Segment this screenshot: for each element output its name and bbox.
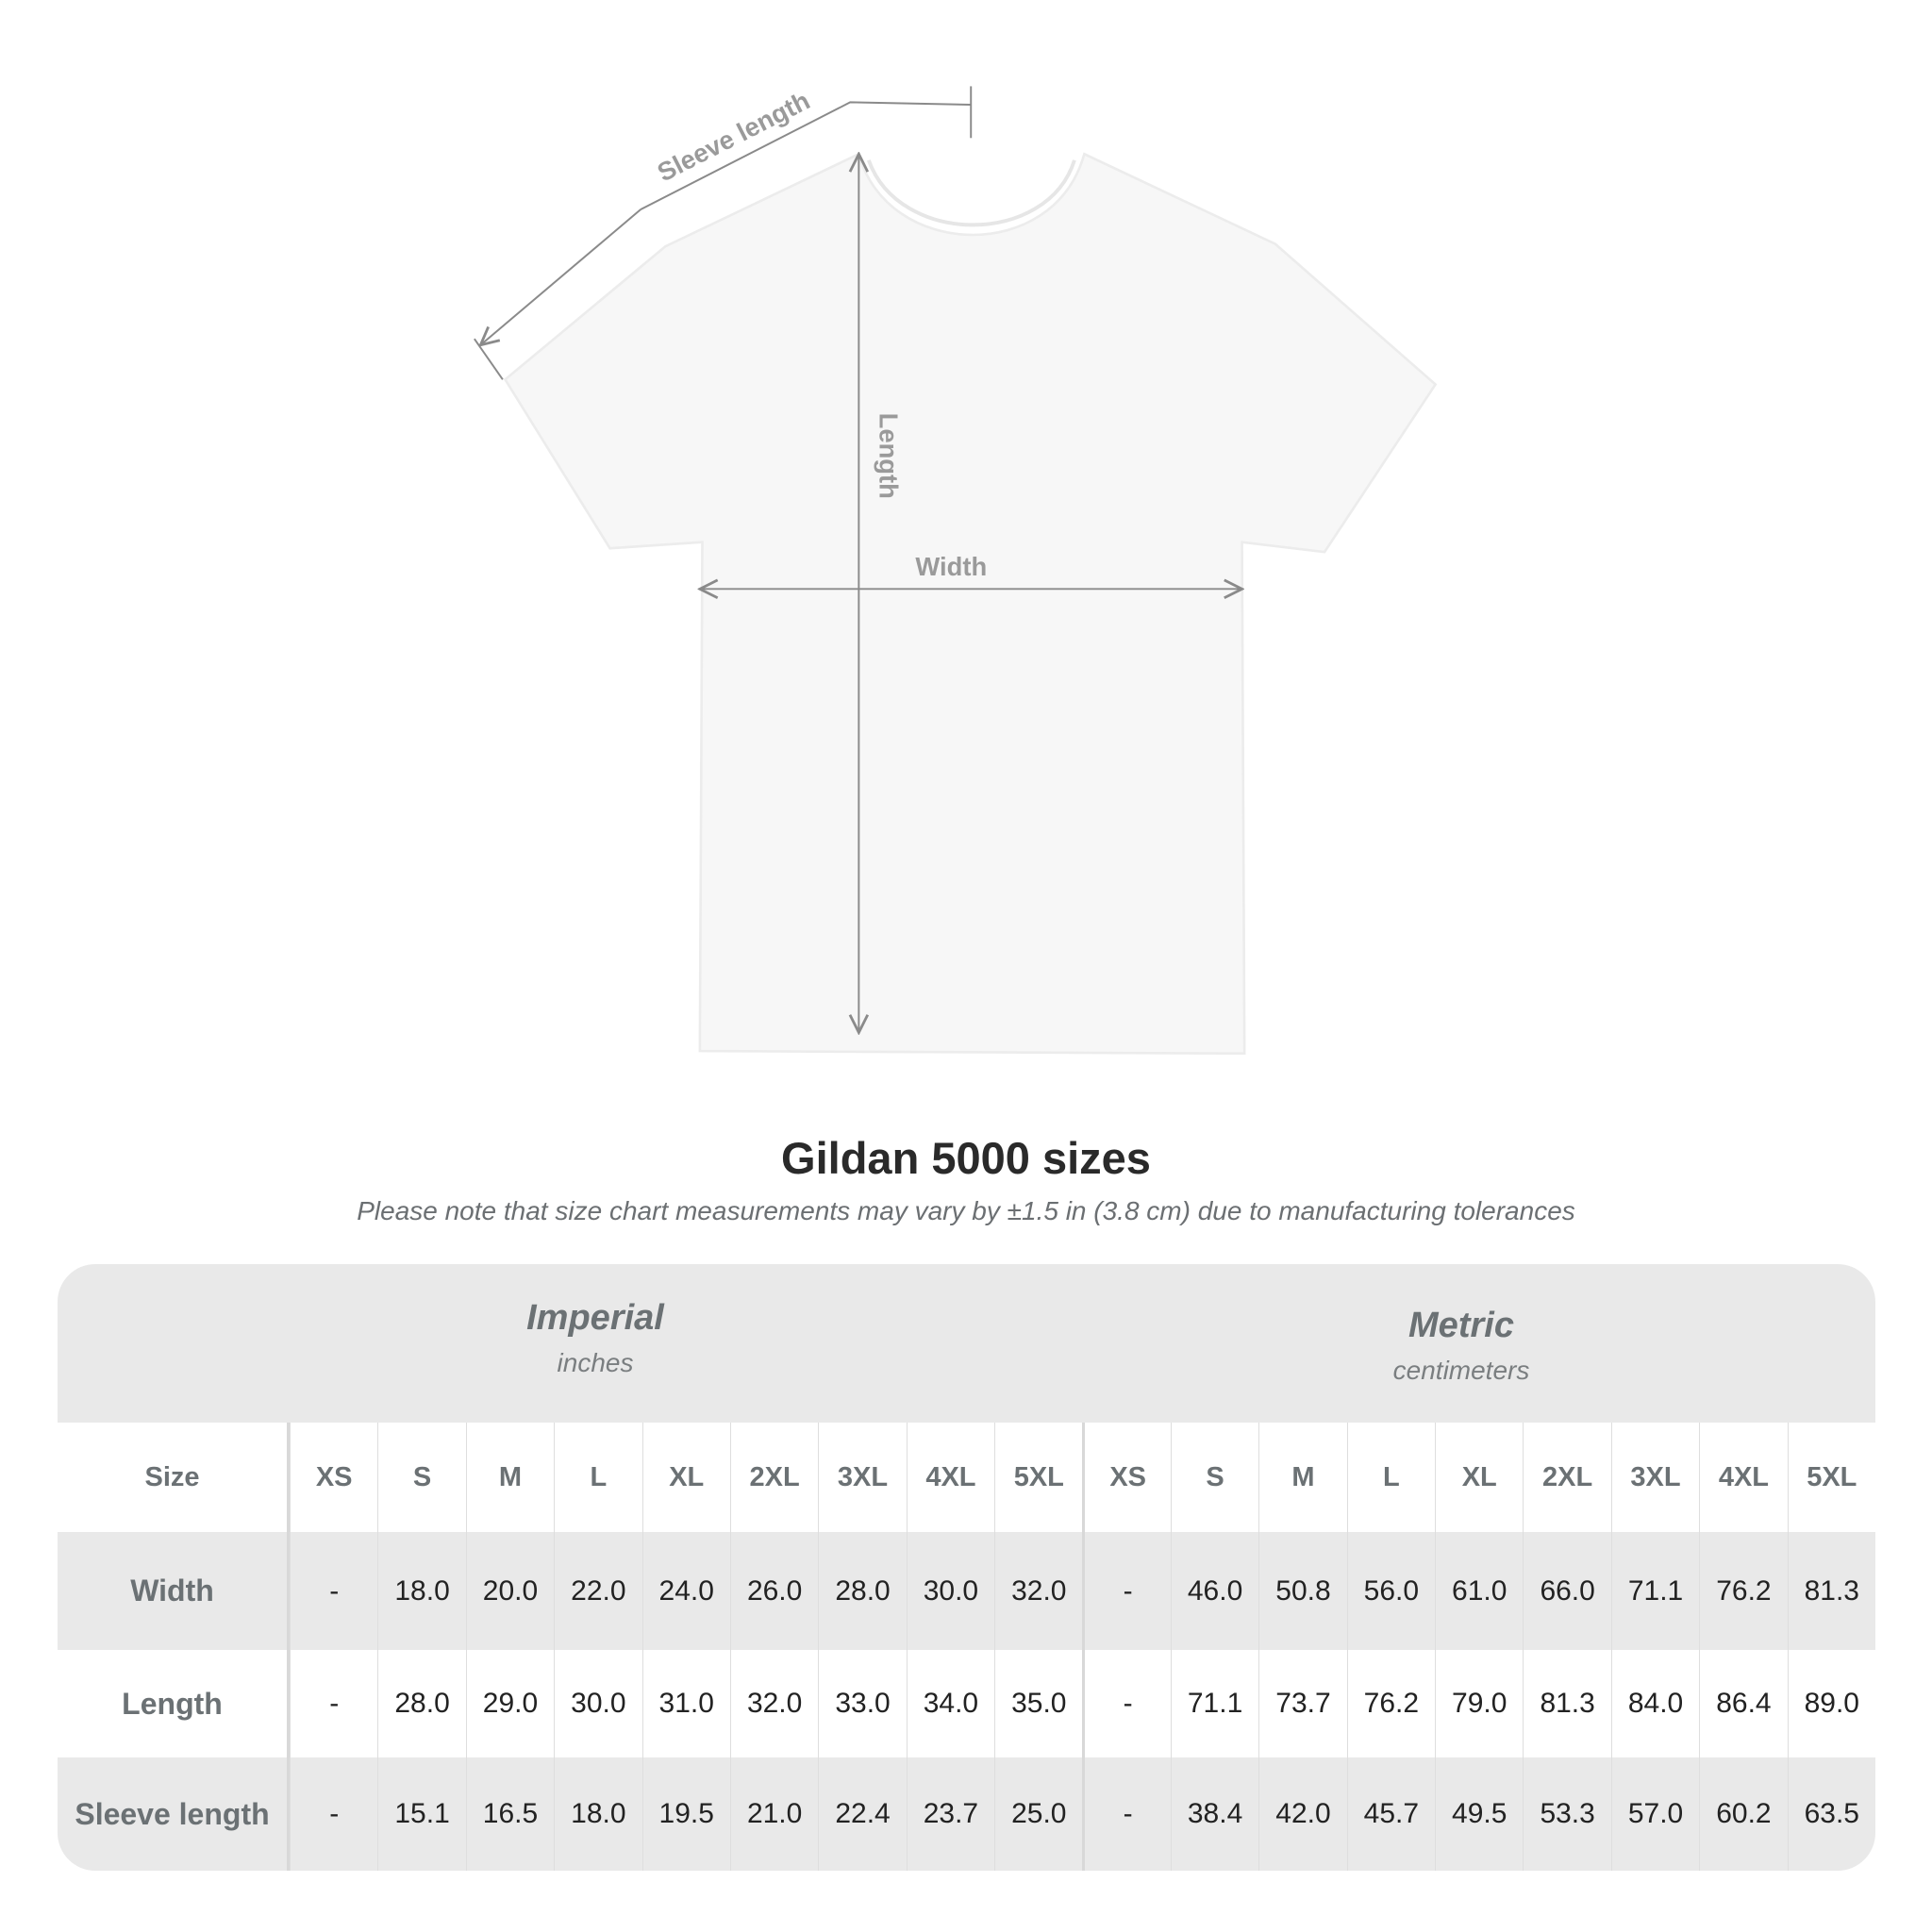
metric-cell: 79.0 — [1435, 1650, 1523, 1757]
imperial-cell: 30.0 — [906, 1532, 994, 1650]
unit-header-band: Imperial inches Metric centimeters — [58, 1264, 1875, 1423]
imperial-cell: XL — [641, 1423, 730, 1532]
row-label: Width — [58, 1532, 290, 1650]
metric-cell: 53.3 — [1523, 1757, 1610, 1871]
metric-cell: 84.0 — [1610, 1650, 1699, 1757]
imperial-cell: 29.0 — [465, 1650, 554, 1757]
length-label: Length — [874, 413, 904, 499]
table-row: Sleeve length -15.1 16.5 18.0 19.5 21.0 22.4 23… — [58, 1757, 1875, 1871]
table-row: Length -28.0 29.0 30.0 31.0 32.0 33.0 34.0 35.0-… — [58, 1650, 1875, 1757]
imperial-cell: S — [377, 1423, 465, 1532]
metric-cell: 86.4 — [1699, 1650, 1787, 1757]
metric-cell: XS — [1082, 1423, 1170, 1532]
metric-cell: 42.0 — [1258, 1757, 1346, 1871]
metric-cell: 89.0 — [1787, 1650, 1875, 1757]
imperial-cell: 32.0 — [729, 1650, 818, 1757]
imperial-cell: - — [290, 1650, 377, 1757]
imperial-cell: 33.0 — [818, 1650, 906, 1757]
metric-cell: 63.5 — [1787, 1757, 1875, 1871]
metric-cell: - — [1082, 1757, 1170, 1871]
imperial-cell: 31.0 — [641, 1650, 730, 1757]
imperial-cell: 15.1 — [377, 1757, 465, 1871]
metric-cell: 81.3 — [1787, 1532, 1875, 1650]
metric-cell: 66.0 — [1523, 1532, 1610, 1650]
imperial-cell: 18.0 — [377, 1532, 465, 1650]
imperial-cell: - — [290, 1757, 377, 1871]
metric-cell: M — [1258, 1423, 1346, 1532]
width-label: Width — [915, 552, 987, 581]
row-label: Sleeve length — [58, 1757, 290, 1871]
tshirt-shape — [503, 152, 1438, 1056]
metric-cell: 56.0 — [1346, 1532, 1435, 1650]
imperial-cell: 2XL — [729, 1423, 818, 1532]
metric-cell: 76.2 — [1699, 1532, 1787, 1650]
imperial-cell: 16.5 — [465, 1757, 554, 1871]
imperial-cell: - — [290, 1532, 377, 1650]
imperial-cell: XS — [290, 1423, 377, 1532]
imperial-cell: 24.0 — [641, 1532, 730, 1650]
metric-title: Metric — [1408, 1306, 1514, 1345]
imperial-cell: 28.0 — [377, 1650, 465, 1757]
imperial-cell: 28.0 — [818, 1532, 906, 1650]
imperial-unit: inches — [557, 1348, 634, 1377]
metric-cell: 61.0 — [1435, 1532, 1523, 1650]
metric-cell: 4XL — [1699, 1423, 1787, 1532]
metric-cell: 71.1 — [1610, 1532, 1699, 1650]
imperial-cell: 19.5 — [641, 1757, 730, 1871]
imperial-cell: 25.0 — [994, 1757, 1082, 1871]
imperial-cell: 4XL — [906, 1423, 994, 1532]
imperial-cell: 32.0 — [994, 1532, 1082, 1650]
metric-cell: 81.3 — [1523, 1650, 1610, 1757]
metric-cell: 73.7 — [1258, 1650, 1346, 1757]
page-title: Gildan 5000 sizes — [781, 1133, 1151, 1183]
imperial-cell: L — [554, 1423, 641, 1532]
imperial-cell: 23.7 — [906, 1757, 994, 1871]
imperial-cell: 22.0 — [554, 1532, 641, 1650]
metric-cell: 50.8 — [1258, 1532, 1346, 1650]
row-label: Size — [58, 1423, 290, 1532]
size-header-row: Size XS S M L XL 2XL 3XL 4XL 5XL XS S M L XL 2XL 3XL 4XL 5… — [58, 1423, 1875, 1532]
metric-cell: 76.2 — [1346, 1650, 1435, 1757]
sleeve-measure-line — [640, 101, 972, 210]
metric-cell: S — [1170, 1423, 1258, 1532]
metric-cell: - — [1082, 1532, 1170, 1650]
sleeve-length-label: Sleeve length — [653, 86, 815, 188]
imperial-title: Imperial — [526, 1298, 664, 1338]
imperial-cell: 35.0 — [994, 1650, 1082, 1757]
imperial-cell: 34.0 — [906, 1650, 994, 1757]
metric-cell: 45.7 — [1346, 1757, 1435, 1871]
imperial-cell: 30.0 — [554, 1650, 641, 1757]
table-row: Width -18.0 20.0 22.0 24.0 26.0 28.0 30.0 32.0-4… — [58, 1532, 1875, 1650]
size-table: Imperial inches Metric centimeters Size X… — [58, 1264, 1875, 1871]
metric-cell: 57.0 — [1610, 1757, 1699, 1871]
metric-header: Metric centimeters — [1178, 1306, 1744, 1386]
metric-cell: 38.4 — [1170, 1757, 1258, 1871]
metric-cell: 3XL — [1610, 1423, 1699, 1532]
metric-unit: centimeters — [1392, 1356, 1530, 1385]
row-label: Length — [58, 1650, 290, 1757]
metric-cell: XL — [1435, 1423, 1523, 1532]
metric-cell: 71.1 — [1170, 1650, 1258, 1757]
metric-cell: 2XL — [1523, 1423, 1610, 1532]
tolerance-note: Please note that size chart measurements… — [357, 1196, 1575, 1225]
collar — [866, 159, 1076, 227]
imperial-cell: 20.0 — [465, 1532, 554, 1650]
metric-cell: 60.2 — [1699, 1757, 1787, 1871]
imperial-cell: 22.4 — [818, 1757, 906, 1871]
metric-cell: - — [1082, 1650, 1170, 1757]
metric-cell: 49.5 — [1435, 1757, 1523, 1871]
imperial-cell: 18.0 — [554, 1757, 641, 1871]
imperial-cell: 3XL — [818, 1423, 906, 1532]
imperial-cell: M — [465, 1423, 554, 1532]
metric-cell: 5XL — [1787, 1423, 1875, 1532]
imperial-cell: 21.0 — [729, 1757, 818, 1871]
imperial-cell: 5XL — [994, 1423, 1082, 1532]
metric-cell: 46.0 — [1170, 1532, 1258, 1650]
imperial-header: Imperial inches — [312, 1298, 878, 1378]
imperial-cell: 26.0 — [729, 1532, 818, 1650]
metric-cell: L — [1346, 1423, 1435, 1532]
